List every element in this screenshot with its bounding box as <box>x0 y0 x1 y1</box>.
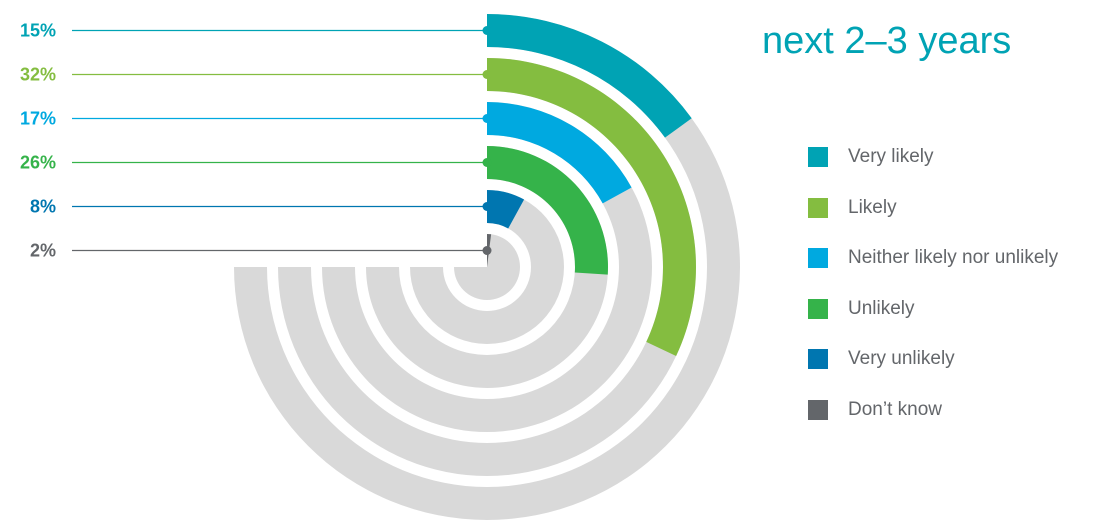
ring-track <box>410 190 564 344</box>
legend-swatch <box>808 248 828 269</box>
legend-item: Don’t know <box>808 385 1058 436</box>
legend-item: Very likely <box>808 132 1058 183</box>
legend-item: Very unlikely <box>808 334 1058 385</box>
percent-label: 2% <box>30 241 56 261</box>
chart-title-line-2: next 2–3 years <box>762 20 1012 62</box>
legend-item: Unlikely <box>808 284 1058 335</box>
legend-label: Unlikely <box>848 297 915 319</box>
data-arc <box>487 14 692 138</box>
data-arc <box>487 146 608 275</box>
legend-item: Likely <box>808 183 1058 234</box>
leader-dot <box>482 70 492 79</box>
legend-swatch <box>808 147 828 168</box>
leader-dot <box>482 26 492 35</box>
legend-item: Neither likely nor unlikely <box>808 233 1058 284</box>
leader-dot <box>482 158 492 167</box>
percent-label: 8% <box>30 197 56 217</box>
legend-label: Likely <box>848 196 897 218</box>
data-arc <box>487 102 632 204</box>
legend-label: Don’t know <box>848 398 942 420</box>
percent-label: 32% <box>20 65 56 85</box>
data-arc <box>487 190 525 229</box>
legend-label: Very unlikely <box>848 348 955 370</box>
leader-dot <box>482 202 492 211</box>
leader-dot <box>482 114 492 123</box>
percent-label: 15% <box>20 21 56 41</box>
legend-swatch <box>808 298 828 319</box>
legend-swatch <box>808 197 828 218</box>
percent-label: 17% <box>20 109 56 129</box>
legend-swatch <box>808 349 828 370</box>
data-arc <box>487 58 696 356</box>
legend-label: Neither likely nor unlikely <box>848 247 1059 269</box>
legend-swatch <box>808 399 828 420</box>
leader-dot <box>482 246 492 255</box>
legend-label: Very likely <box>848 146 934 168</box>
legend: Very likely Likely Neither likely nor un… <box>808 132 1058 435</box>
percent-label: 26% <box>20 153 56 173</box>
